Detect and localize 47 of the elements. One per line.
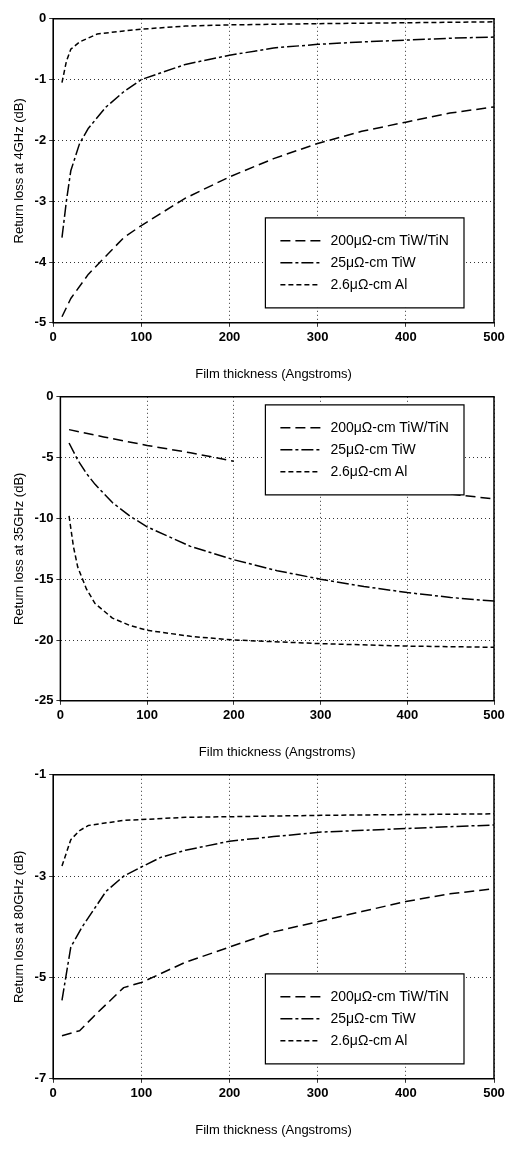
legend-label: 200μΩ-cm TiW/TiN — [330, 231, 449, 248]
y-axis-title: Return loss at 35GHz (dB) — [11, 472, 27, 626]
x-tick-label: 500 — [483, 1085, 505, 1101]
x-tick-label: 100 — [130, 1085, 153, 1101]
y-tick-label: 0 — [46, 388, 54, 404]
y-tick-label: -3 — [34, 867, 47, 883]
legend-label: 2.6μΩ-cm Al — [330, 1031, 408, 1048]
y-tick-label: -15 — [34, 570, 54, 586]
x-tick-label: 300 — [306, 1085, 329, 1101]
y-tick-label: -3 — [34, 192, 47, 208]
y-tick-label: -7 — [34, 1070, 47, 1086]
x-tick-label: 200 — [218, 329, 241, 345]
x-tick-label: 100 — [136, 707, 158, 723]
y-tick-label: -4 — [34, 253, 47, 269]
y-tick-label: -25 — [34, 692, 54, 708]
x-axis-title: Film thickness (Angstroms) — [195, 365, 352, 381]
legend-label: 200μΩ-cm TiW/TiN — [330, 987, 449, 1004]
legend-label: 2.6μΩ-cm Al — [330, 462, 408, 479]
x-axis-title: Film thickness (Angstroms) — [195, 1121, 352, 1137]
y-tick-label: -2 — [34, 131, 47, 147]
x-tick-label: 500 — [483, 707, 505, 723]
x-tick-label: 200 — [222, 707, 245, 723]
y-tick-label: -5 — [34, 314, 47, 330]
x-tick-label: 200 — [218, 1085, 241, 1101]
x-tick-label: 400 — [396, 707, 419, 723]
legend-label: 25μΩ-cm TiW — [330, 253, 417, 270]
y-tick-label: 0 — [38, 10, 47, 26]
y-tick-label: -1 — [34, 71, 47, 87]
legend-label: 25μΩ-cm TiW — [330, 1009, 417, 1026]
y-tick-label: -10 — [34, 509, 54, 525]
y-tick-label: -5 — [41, 449, 54, 465]
y-axis-title: Return loss at 4GHz (dB) — [11, 98, 27, 244]
x-tick-label: 400 — [394, 329, 417, 345]
legend-label: 2.6μΩ-cm Al — [330, 275, 408, 292]
y-tick-label: -5 — [34, 969, 47, 985]
x-tick-label: 400 — [394, 1085, 417, 1101]
y-tick-label: -1 — [34, 766, 47, 782]
y-tick-label: -20 — [34, 631, 54, 647]
legend-label: 25μΩ-cm TiW — [330, 440, 417, 457]
y-axis-title: Return loss at 80GHz (dB) — [11, 850, 27, 1004]
x-tick-label: 300 — [306, 329, 329, 345]
x-tick-label: 500 — [483, 329, 505, 345]
x-axis-title: Film thickness (Angstroms) — [198, 743, 356, 759]
x-tick-label: 300 — [309, 707, 332, 723]
x-tick-label: 0 — [56, 707, 65, 723]
legend-label: 200μΩ-cm TiW/TiN — [330, 418, 449, 435]
x-tick-label: 100 — [130, 329, 153, 345]
